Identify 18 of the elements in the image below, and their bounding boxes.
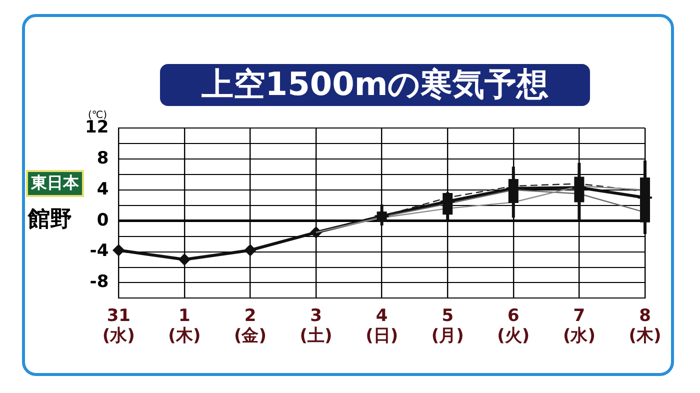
y-tick-label: -8 bbox=[90, 272, 109, 292]
x-tick-label: 5 (月) bbox=[431, 306, 464, 346]
y-tick-label: 8 bbox=[96, 148, 109, 168]
chart-title: 上空1500mの寒気予想 bbox=[160, 64, 590, 106]
text: 館野 bbox=[28, 206, 72, 234]
x-tick-label: 6 (火) bbox=[497, 306, 530, 346]
y-tick-label: 0 bbox=[96, 210, 109, 230]
x-tick-label: 1 (木) bbox=[168, 306, 201, 346]
y-axis-title: (℃) bbox=[88, 110, 108, 121]
x-tick-label: 3 (土) bbox=[300, 306, 332, 346]
y-tick-label: 4 bbox=[96, 179, 109, 200]
x-tick-label: 8 (木) bbox=[628, 306, 662, 346]
y-tick-label: -4 bbox=[90, 241, 109, 262]
x-tick-label: 7 (水) bbox=[562, 306, 596, 346]
x-tick-label: 31 (水) bbox=[102, 306, 135, 346]
text: 東日本 bbox=[26, 170, 84, 197]
x-tick-label: 4 (日) bbox=[366, 306, 398, 346]
x-tick-label: 2 (金) bbox=[234, 306, 267, 346]
